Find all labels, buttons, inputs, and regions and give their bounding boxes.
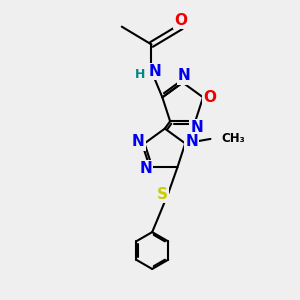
Text: N: N	[149, 64, 161, 79]
Text: CH₃: CH₃	[221, 132, 244, 146]
Text: N: N	[185, 134, 198, 149]
Text: H: H	[135, 68, 146, 81]
Text: N: N	[190, 120, 203, 135]
Text: O: O	[203, 90, 216, 105]
Text: O: O	[175, 13, 188, 28]
Text: S: S	[157, 187, 167, 202]
Text: N: N	[132, 134, 144, 149]
Text: N: N	[178, 68, 190, 83]
Text: N: N	[140, 161, 152, 176]
